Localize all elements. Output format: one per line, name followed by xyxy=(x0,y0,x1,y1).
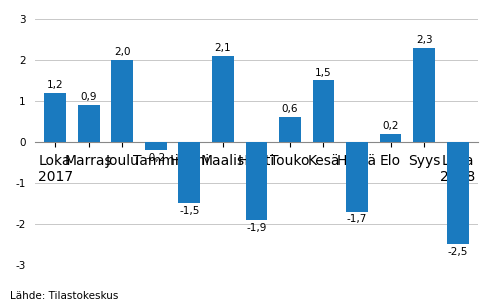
Bar xyxy=(246,142,267,220)
Bar xyxy=(346,142,368,212)
Text: 2,3: 2,3 xyxy=(416,35,432,45)
Text: -1,7: -1,7 xyxy=(347,214,367,224)
Bar xyxy=(313,81,334,142)
Bar xyxy=(111,60,133,142)
Text: Lähde: Tilastokeskus: Lähde: Tilastokeskus xyxy=(10,291,118,301)
Bar xyxy=(380,134,401,142)
Text: 2,1: 2,1 xyxy=(214,43,231,53)
Text: -0,2: -0,2 xyxy=(146,153,166,163)
Text: -1,9: -1,9 xyxy=(246,223,267,233)
Bar xyxy=(44,93,66,142)
Bar xyxy=(178,142,200,203)
Text: 0,6: 0,6 xyxy=(282,105,298,114)
Bar xyxy=(447,142,468,244)
Text: -1,5: -1,5 xyxy=(179,206,200,216)
Text: 2,0: 2,0 xyxy=(114,47,131,57)
Text: 1,2: 1,2 xyxy=(47,80,64,90)
Bar xyxy=(145,142,167,150)
Bar xyxy=(413,48,435,142)
Bar xyxy=(212,56,234,142)
Bar xyxy=(78,105,100,142)
Text: 1,5: 1,5 xyxy=(315,67,332,78)
Text: -2,5: -2,5 xyxy=(448,247,468,257)
Text: 0,9: 0,9 xyxy=(80,92,97,102)
Bar xyxy=(279,117,301,142)
Text: 0,2: 0,2 xyxy=(382,121,399,131)
